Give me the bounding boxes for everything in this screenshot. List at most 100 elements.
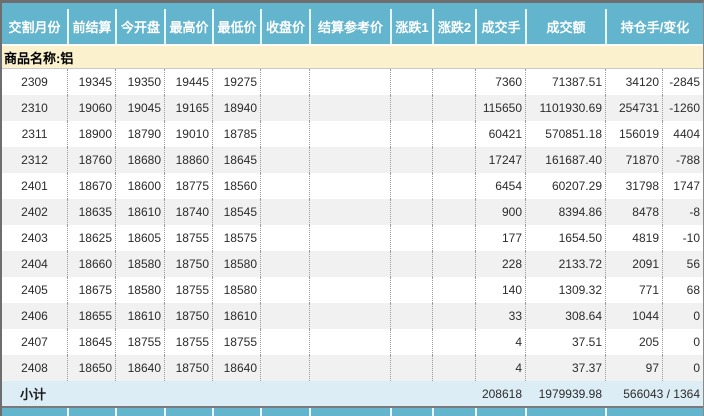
subtotal-label: 小计 — [20, 387, 47, 402]
cell-change1 — [390, 225, 432, 251]
cell-prev-settlement: 19345 — [67, 69, 115, 95]
cell-oi-change: -10 — [662, 225, 703, 251]
cell-settlement-ref — [309, 303, 390, 329]
cell-open: 18610 — [115, 199, 164, 225]
table-header-row: 交割月份 前结算 今开盘 最高价 最低价 收盘价 结算参考价 涨跌1 涨跌2 成… — [2, 3, 703, 46]
cell-volume: 228 — [475, 251, 525, 277]
cell-close — [260, 329, 309, 355]
cell-delivery-month: 2407 — [21, 335, 48, 349]
table-row: 2309 19345 19350 19445 19275 7360 71387.… — [2, 69, 703, 95]
next-table-header-strip — [2, 406, 703, 416]
col-open-interest-change: 持仓手/变化 — [605, 9, 703, 44]
table-row: 2403 18625 18605 18755 18575 177 1654.50… — [2, 225, 703, 251]
cell-prev-settlement: 18670 — [67, 173, 115, 199]
cell-delivery-month: 2311 — [21, 127, 48, 141]
col-change1: 涨跌1 — [390, 9, 432, 44]
cell-high: 18775 — [164, 173, 212, 199]
cell-change2 — [432, 199, 475, 225]
cell-high: 18750 — [164, 303, 212, 329]
cell-change2 — [432, 173, 475, 199]
cell-open-interest: 34120 — [605, 69, 662, 95]
cell-change2 — [432, 147, 475, 173]
cell-settlement-ref — [309, 199, 390, 225]
cell-delivery-month: 2312 — [21, 153, 48, 167]
cell-close — [260, 173, 309, 199]
cell-delivery-month: 2404 — [21, 257, 48, 271]
cell-open: 18600 — [115, 173, 164, 199]
table-body: 2309 19345 19350 19445 19275 7360 71387.… — [2, 69, 703, 381]
cell-close — [260, 277, 309, 303]
cell-close — [260, 251, 309, 277]
cell-turnover: 570851.18 — [525, 121, 605, 147]
cell-turnover: 71387.51 — [525, 69, 605, 95]
cell-change1 — [390, 69, 432, 95]
cell-oi-change: 56 — [662, 251, 703, 277]
cell-turnover: 1654.50 — [525, 225, 605, 251]
table-row: 2406 18655 18610 18750 18610 33 308.64 1… — [2, 303, 703, 329]
cell-close — [260, 121, 309, 147]
cell-open-interest: 4819 — [605, 225, 662, 251]
cell-change1 — [390, 95, 432, 121]
cell-oi-change: -2845 — [662, 69, 703, 95]
cell-change1 — [390, 277, 432, 303]
cell-change1 — [390, 199, 432, 225]
cell-high: 19010 — [164, 121, 212, 147]
cell-turnover: 8394.86 — [525, 199, 605, 225]
cell-high: 18755 — [164, 329, 212, 355]
col-change2: 涨跌2 — [432, 9, 475, 44]
cell-low: 18610 — [212, 303, 260, 329]
cell-open-interest: 31798 — [605, 173, 662, 199]
table-row: 2405 18675 18580 18755 18580 140 1309.32… — [2, 277, 703, 303]
cell-high: 18755 — [164, 277, 212, 303]
cell-settlement-ref — [309, 355, 390, 381]
col-turnover: 成交额 — [525, 9, 605, 44]
cell-open: 18755 — [115, 329, 164, 355]
cell-close — [260, 355, 309, 381]
cell-close — [260, 147, 309, 173]
cell-oi-change: 4404 — [662, 121, 703, 147]
cell-volume: 4 — [475, 355, 525, 381]
cell-change1 — [390, 173, 432, 199]
cell-oi-change: 0 — [662, 329, 703, 355]
table-row: 2408 18650 18640 18750 18640 4 37.37 97 … — [2, 355, 703, 381]
cell-low: 18560 — [212, 173, 260, 199]
table-row: 2404 18660 18580 18750 18580 228 2133.72… — [2, 251, 703, 277]
cell-high: 19445 — [164, 69, 212, 95]
cell-turnover: 37.37 — [525, 355, 605, 381]
cell-volume: 177 — [475, 225, 525, 251]
cell-turnover: 1309.32 — [525, 277, 605, 303]
cell-open: 18610 — [115, 303, 164, 329]
cell-open-interest: 71870 — [605, 147, 662, 173]
cell-turnover: 1101930.69 — [525, 95, 605, 121]
cell-low: 18645 — [212, 147, 260, 173]
cell-turnover: 161687.40 — [525, 147, 605, 173]
cell-change1 — [390, 303, 432, 329]
cell-oi-change: -8 — [662, 199, 703, 225]
cell-change1 — [390, 147, 432, 173]
cell-delivery-month: 2408 — [21, 361, 48, 375]
cell-delivery-month: 2405 — [21, 283, 48, 297]
table-row: 2310 19060 19045 19165 18940 115650 1101… — [2, 95, 703, 121]
cell-change2 — [432, 121, 475, 147]
col-delivery-month: 交割月份 — [8, 20, 61, 35]
cell-change2 — [432, 69, 475, 95]
cell-high: 18860 — [164, 147, 212, 173]
subtotal-row: 小计 208618 1979939.98 566043 / 1364 — [2, 381, 703, 406]
cell-volume: 4 — [475, 329, 525, 355]
cell-settlement-ref — [309, 121, 390, 147]
product-name-row: 商品名称:铝 — [2, 46, 703, 69]
cell-open: 18580 — [115, 251, 164, 277]
cell-open-interest: 156019 — [605, 121, 662, 147]
product-name-label: 商品名称:铝 — [4, 50, 74, 66]
cell-change1 — [390, 355, 432, 381]
cell-change1 — [390, 121, 432, 147]
cell-open-interest: 771 — [605, 277, 662, 303]
cell-open-interest: 2091 — [605, 251, 662, 277]
cell-open: 18580 — [115, 277, 164, 303]
cell-volume: 900 — [475, 199, 525, 225]
cell-open-interest: 254731 — [605, 95, 662, 121]
cell-open-interest: 1044 — [605, 303, 662, 329]
subtotal-turnover: 1979939.98 — [538, 386, 602, 401]
cell-delivery-month: 2310 — [21, 101, 48, 115]
